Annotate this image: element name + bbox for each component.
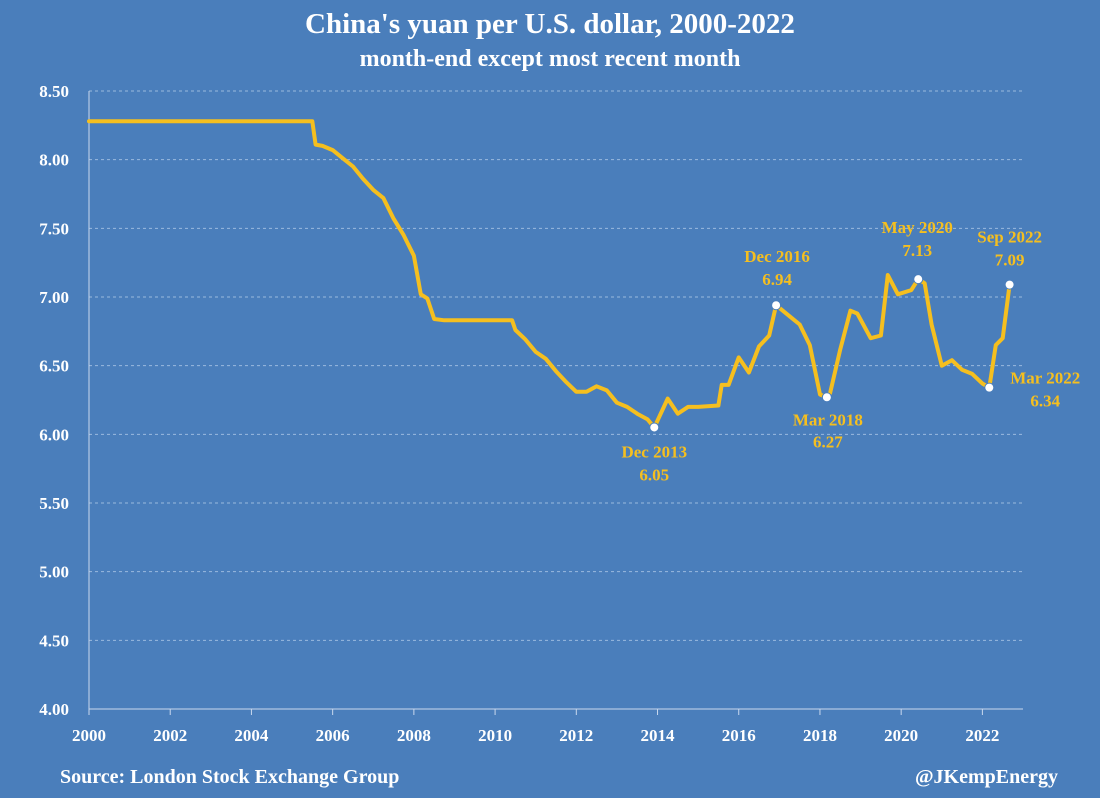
x-tick-label: 2010 (478, 726, 512, 745)
y-tick-label: 8.00 (39, 151, 69, 170)
annotations: Dec 2013 6.05 Dec 2016 6.94 Mar 2018 6.27 May … (621, 218, 1080, 484)
annotation-label: Mar 2018 (793, 410, 863, 429)
x-tick-label: 2004 (234, 726, 269, 745)
y-tick-label: 7.00 (39, 288, 69, 307)
y-tick-label: 4.50 (39, 631, 69, 650)
y-tick-label: 4.00 (39, 700, 69, 719)
annotation-value: 6.94 (762, 270, 792, 289)
x-tick-label: 2016 (722, 726, 756, 745)
y-tick-label: 7.50 (39, 219, 69, 238)
x-tick-label: 2006 (316, 726, 350, 745)
x-tick-label: 2014 (641, 726, 676, 745)
annotation-label: Sep 2022 (977, 228, 1042, 247)
x-tick-label: 2012 (559, 726, 593, 745)
y-tick-label: 5.00 (39, 563, 69, 582)
y-tick-label: 6.00 (39, 425, 69, 444)
chart-title: China's yuan per U.S. dollar, 2000-2022 (305, 8, 795, 40)
source-note: Source: London Stock Exchange Group (60, 766, 400, 788)
author-handle: @JKempEnergy (914, 766, 1058, 788)
annotation-marker (649, 422, 660, 433)
x-tick-label: 2002 (153, 726, 187, 745)
annotation-value: 6.27 (813, 432, 843, 451)
axes (88, 91, 1023, 715)
annotation-marker (771, 300, 782, 311)
annotation-label: Dec 2013 (621, 442, 687, 461)
y-tick-label: 6.50 (39, 357, 69, 376)
x-axis-ticks: 2000 2002 2004 2006 2008 2010 2012 2014 2016 2018… (72, 726, 999, 745)
annotation-label: Dec 2016 (744, 247, 810, 266)
annotation-value: 6.05 (639, 465, 669, 484)
series-line-0 (87, 119, 1012, 430)
annotation-value: 6.34 (1030, 392, 1060, 411)
series-group (87, 119, 1012, 430)
x-tick-label: 2020 (884, 726, 918, 745)
annotation-marker (984, 382, 995, 393)
y-tick-label: 5.50 (39, 494, 69, 513)
chart-subtitle: month-end except most recent month (359, 46, 741, 72)
x-tick-label: 2022 (965, 726, 999, 745)
gridlines (89, 90, 1023, 641)
annotation-marker (1004, 279, 1015, 290)
x-tick-label: 2008 (397, 726, 431, 745)
x-tick-label: 2018 (803, 726, 837, 745)
annotation-marker (821, 392, 832, 403)
annotation-value: 7.13 (902, 241, 932, 260)
annotation-label: Mar 2022 (1010, 369, 1080, 388)
y-tick-label: 8.50 (39, 82, 69, 101)
annotation-label: May 2020 (882, 218, 953, 237)
annotation-marker (913, 274, 924, 285)
x-tick-label: 2000 (72, 726, 106, 745)
y-axis-ticks: 4.00 4.50 5.00 5.50 6.00 6.50 7.00 7.50 8.00 8.50 (39, 82, 69, 719)
annotation-value: 7.09 (995, 251, 1025, 270)
